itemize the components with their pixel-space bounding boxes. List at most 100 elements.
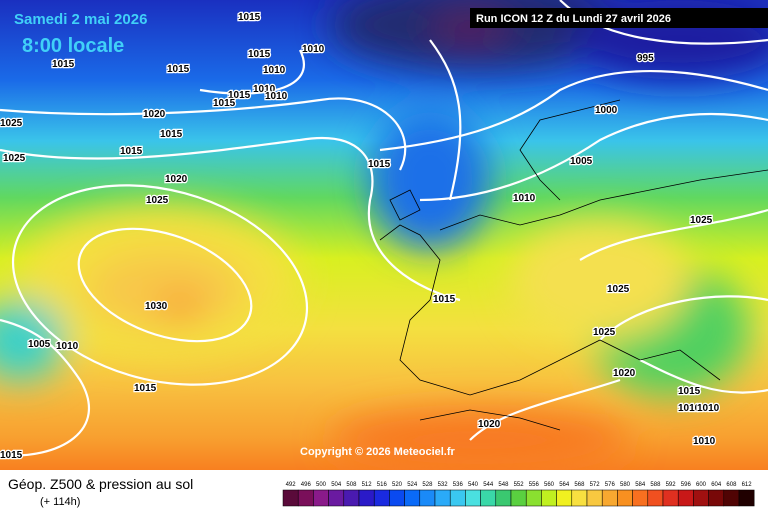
isobar-label: 1015 — [228, 90, 251, 101]
isobar-label: 1000 — [595, 105, 618, 116]
isobar-label: 1005 — [570, 156, 593, 167]
copyright: Copyright © 2026 Meteociel.fr — [300, 446, 456, 458]
scale-swatch — [632, 489, 649, 507]
map-time: 8:00 locale — [22, 35, 124, 57]
scale-swatch — [297, 489, 314, 507]
isobar-label: 1020 — [143, 109, 166, 120]
isobar-label: 1015 — [52, 59, 75, 70]
isobar-label: 1025 — [3, 153, 26, 164]
scale-swatch — [510, 489, 527, 507]
isobar-label: 1010 — [253, 84, 276, 95]
isobar-label: 1015 — [120, 146, 143, 157]
scale-swatch — [617, 489, 633, 507]
isobar-label: 1030 — [145, 301, 168, 312]
isobar-label: 1025 — [690, 215, 713, 226]
isobar-label: 1015 — [167, 64, 190, 75]
isobar-label: 1010 — [678, 403, 701, 414]
scale-label: 556 — [529, 482, 540, 488]
isobar-label: 1010 — [302, 44, 325, 55]
scale-label: 552 — [514, 482, 525, 488]
scale-swatch — [389, 489, 405, 507]
scale-swatch — [738, 489, 755, 507]
scale-label: 580 — [620, 482, 631, 488]
scale-swatch — [449, 489, 466, 507]
scale-label: 500 — [316, 482, 327, 488]
scale-swatch — [525, 489, 542, 507]
scale-swatch — [556, 489, 573, 507]
isobar-label: 1010 — [265, 91, 288, 102]
scale-swatch — [419, 489, 436, 507]
isobar-label: 1015 — [0, 450, 23, 461]
scale-label: 528 — [422, 482, 433, 488]
isobar-label: 1010 — [693, 436, 716, 447]
isobar-label: 1025 — [0, 118, 23, 129]
isobar-label: 1015 — [238, 12, 261, 23]
scale-label: 572 — [590, 482, 601, 488]
scale-label: 576 — [605, 482, 616, 488]
isobar-label: 1015 — [160, 129, 183, 140]
scale-swatch — [282, 489, 299, 507]
scale-label: 608 — [726, 482, 737, 488]
scale-swatch — [328, 489, 345, 507]
scale-label: 516 — [377, 482, 388, 488]
scale-label: 596 — [681, 482, 692, 488]
scale-swatch — [313, 489, 329, 507]
isobar-label: 1015 — [248, 49, 271, 60]
scale-swatch — [601, 489, 618, 507]
scale-label: 560 — [544, 482, 555, 488]
scale-label: 532 — [438, 482, 449, 488]
scale-label: 524 — [407, 482, 418, 488]
scale-label: 588 — [650, 482, 661, 488]
scale-label: 544 — [483, 482, 494, 488]
scale-label: 508 — [346, 482, 357, 488]
scale-label: 612 — [742, 482, 753, 488]
scale-label: 496 — [301, 482, 312, 488]
isobar-label: 1020 — [165, 174, 188, 185]
isobar-label: 1005 — [28, 339, 51, 350]
scale-swatch — [708, 489, 725, 507]
isobar-label: 1010 — [263, 65, 286, 76]
map-date: Samedi 2 mai 2026 — [14, 11, 147, 28]
footer-subtitle: (+ 114h) — [40, 496, 80, 508]
coastlines — [379, 99, 768, 431]
run-box — [470, 8, 768, 28]
isobar-lines — [0, 0, 768, 456]
isobar-label: 1020 — [478, 419, 501, 430]
scale-swatch — [495, 489, 512, 507]
footer-title: Géop. Z500 & pression au sol — [8, 476, 193, 492]
isobar-label: 1025 — [593, 327, 616, 338]
isobar-label: 1025 — [146, 195, 169, 206]
scale-label: 504 — [331, 482, 342, 488]
isobar-label: 1015 — [213, 98, 236, 109]
scale-swatch — [434, 489, 451, 507]
scale-label: 564 — [559, 482, 570, 488]
scale-label: 548 — [498, 482, 509, 488]
color-scale: 492 496 500 504 508 512 516 520 524 528 532 536 540 5… — [282, 482, 755, 507]
scale-swatch — [693, 489, 709, 507]
scale-swatch — [343, 489, 360, 507]
scale-label: 600 — [696, 482, 707, 488]
scale-label: 568 — [574, 482, 585, 488]
isobar-label: 1015 — [134, 383, 157, 394]
run-info: Run ICON 12 Z du Lundi 27 avril 2026 — [476, 13, 671, 25]
isobar-label: 1010 — [513, 193, 536, 204]
isobar-label: 995 — [637, 53, 654, 64]
scale-swatch — [647, 489, 664, 507]
isobar-label: 1010 — [697, 403, 720, 414]
scale-swatch — [480, 489, 497, 507]
isobar-label: 1015 — [368, 159, 391, 170]
scale-swatch — [586, 489, 603, 507]
isobar-label: 1015 — [678, 386, 701, 397]
scale-label: 540 — [468, 482, 479, 488]
scale-label: 536 — [453, 482, 464, 488]
scale-swatch — [358, 489, 375, 507]
scale-swatch — [723, 489, 740, 507]
scale-swatch — [677, 489, 694, 507]
isobar-label: 1025 — [607, 284, 630, 295]
scale-label: 604 — [711, 482, 722, 488]
isobar-label: 1010 — [56, 341, 79, 352]
scale-label: 492 — [286, 482, 297, 488]
scale-swatch — [404, 489, 421, 507]
